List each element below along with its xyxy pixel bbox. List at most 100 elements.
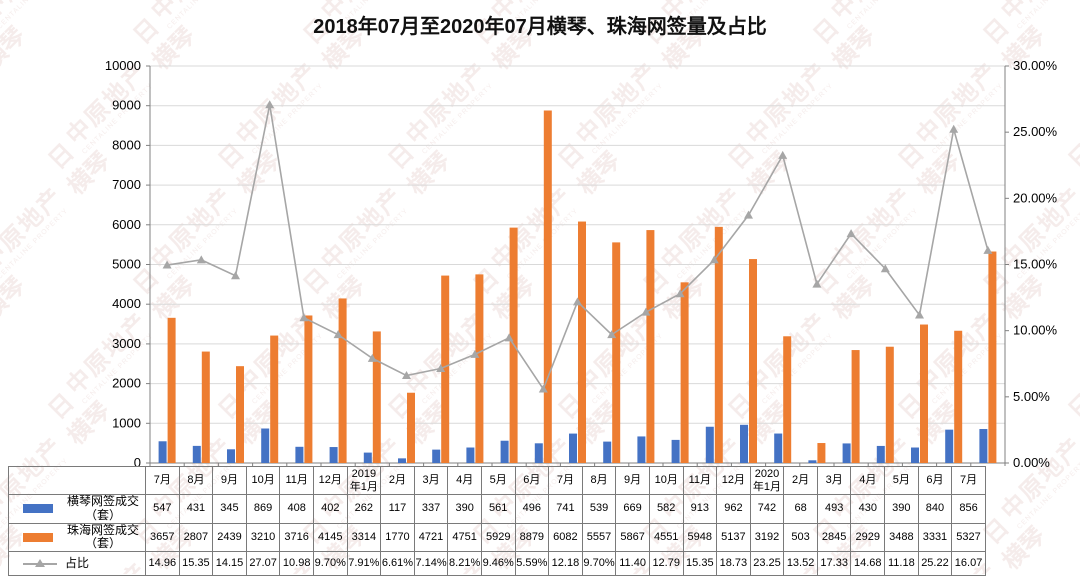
hengqin-value-cell: 431 <box>178 494 214 524</box>
ratio-marker-triangle-icon <box>744 210 753 219</box>
month-header-cell: 4月 <box>447 466 482 495</box>
hengqin-bar <box>227 449 235 463</box>
ratio-value-cell: 12.18 <box>548 551 583 576</box>
ratio-value-cell: 9.70% <box>312 551 348 576</box>
hengqin-bar <box>774 433 783 463</box>
month-header-cell: 2月 <box>783 466 818 495</box>
zhuhai-bar <box>543 110 552 464</box>
month-header-cell: 11月 <box>682 466 718 495</box>
ratio-value-cell: 11.18 <box>884 551 919 576</box>
ratio-value-cell: 14.96 <box>145 551 180 576</box>
ratio-line <box>166 104 989 391</box>
hengqin-value-cell: 856 <box>951 494 986 524</box>
zhuhai-value-cell: 2929 <box>850 522 886 553</box>
month-header-cell: 5月 <box>480 466 516 495</box>
hengqin-bar <box>295 446 304 463</box>
month-header-cell: 9月 <box>212 466 247 495</box>
right-axis-tick-label: 0.00% <box>1013 455 1050 470</box>
zhuhai-value-cell: 3192 <box>749 522 785 553</box>
right-axis-tick-label: 5.00% <box>1013 389 1050 404</box>
hengqin-bar <box>261 428 270 463</box>
zhuhai-bar <box>578 221 586 463</box>
ratio-marker-triangle-icon <box>880 264 890 273</box>
hengqin-bar <box>842 443 851 463</box>
hengqin-bar <box>911 447 919 463</box>
ratio-marker-triangle-icon <box>333 330 343 339</box>
ratio-marker-triangle-icon <box>949 124 959 133</box>
month-header-cell: 7月 <box>145 466 180 495</box>
month-header-cell: 7月 <box>951 466 986 495</box>
ratio-value-cell: 7.14% <box>413 551 449 576</box>
ratio-value-cell: 5.59% <box>514 551 550 576</box>
hengqin-value-cell: 337 <box>413 494 449 524</box>
hengqin-bar <box>603 441 612 463</box>
zhuhai-value-cell: 5137 <box>716 522 751 553</box>
zhuhai-bar <box>714 226 723 463</box>
hengqin-value-cell: 390 <box>447 494 482 524</box>
zhuhai-value-cell: 503 <box>783 522 818 553</box>
zhuhai-value-cell: 3488 <box>884 522 919 553</box>
hengqin-bar <box>500 440 509 463</box>
hengqin-bar <box>534 443 543 463</box>
hengqin-bar <box>979 429 988 463</box>
hengqin-legend-label: 横琴网签成交（套） <box>66 494 139 522</box>
hengqin-bar <box>398 458 406 463</box>
zhuhai-value-cell: 4145 <box>312 522 348 553</box>
ratio-value-cell: 7.91% <box>346 551 382 576</box>
hengqin-value-cell: 68 <box>783 494 818 524</box>
hengqin-bar <box>569 433 577 463</box>
zhuhai-value-cell: 3716 <box>279 522 314 553</box>
zhuhai-bar <box>680 282 689 463</box>
ratio-value-cell: 23.25 <box>749 551 785 576</box>
month-header-cell: 3月 <box>816 466 852 495</box>
zhuhai-bar <box>201 351 210 463</box>
month-header-cell: 5月 <box>884 466 919 495</box>
hengqin-bar <box>705 426 714 463</box>
ratio-legend-label: 占比 <box>65 555 90 570</box>
hengqin-value-cell: 390 <box>884 494 919 524</box>
month-header-cell: 3月 <box>413 466 449 495</box>
month-header-cell: 2月 <box>380 466 415 495</box>
zhuhai-bar <box>475 274 484 463</box>
hengqin-legend-swatch-icon <box>23 504 53 514</box>
zhuhai-bar <box>441 275 450 463</box>
ratio-value-cell: 18.73 <box>716 551 751 576</box>
hengqin-value-cell: 496 <box>514 494 550 524</box>
month-header-cell: 2020年1月 <box>749 466 785 495</box>
hengqin-value-cell: 869 <box>245 494 281 524</box>
ratio-marker-triangle-icon <box>983 245 993 254</box>
hengqin-value-cell: 262 <box>346 494 382 524</box>
zhuhai-bar <box>372 331 381 463</box>
zhuhai-value-cell: 4721 <box>413 522 449 553</box>
zhuhai-value-cell: 8879 <box>514 522 550 553</box>
hengqin-bar <box>192 445 201 463</box>
ratio-value-cell: 12.79 <box>648 551 684 576</box>
month-header-cell: 10月 <box>648 466 684 495</box>
ratio-marker-triangle-icon <box>778 150 788 159</box>
month-header-cell: 6月 <box>514 466 550 495</box>
ratio-legend-line-icon <box>23 558 57 569</box>
zhuhai-bar <box>612 242 621 463</box>
ratio-marker-triangle-icon <box>607 330 617 339</box>
month-header-cell: 12月 <box>716 466 751 495</box>
hengqin-value-cell: 962 <box>716 494 751 524</box>
ratio-value-cell: 11.40 <box>615 551 650 576</box>
hengqin-value-cell: 117 <box>380 494 415 524</box>
month-header-cell: 12月 <box>312 466 348 495</box>
hengqin-bar <box>671 439 680 463</box>
zhuhai-legend-swatch-icon <box>23 532 53 542</box>
hengqin-value-cell: 402 <box>312 494 348 524</box>
zhuhai-bar <box>646 230 655 463</box>
ratio-value-cell: 10.98 <box>279 551 314 576</box>
data-table: 7月 8月 9月 10月 11月 12月 2019年1月 2月 3月 4月 5月 6月 7月 8月 9月 10… <box>8 466 986 576</box>
right-axis-tick-label: 10.00% <box>1013 323 1058 338</box>
ratio-value-cell: 9.70% <box>581 551 617 576</box>
hengqin-value-cell: 741 <box>548 494 583 524</box>
ratio-value-cell: 13.52 <box>783 551 818 576</box>
ratio-marker-triangle-icon <box>641 307 651 316</box>
zhuhai-bar <box>988 251 997 463</box>
ratio-marker-triangle-icon <box>367 353 377 362</box>
zhuhai-value-cell: 3210 <box>245 522 281 553</box>
zhuhai-value-cell: 5557 <box>581 522 617 553</box>
ratio-marker-triangle-icon <box>846 229 856 238</box>
